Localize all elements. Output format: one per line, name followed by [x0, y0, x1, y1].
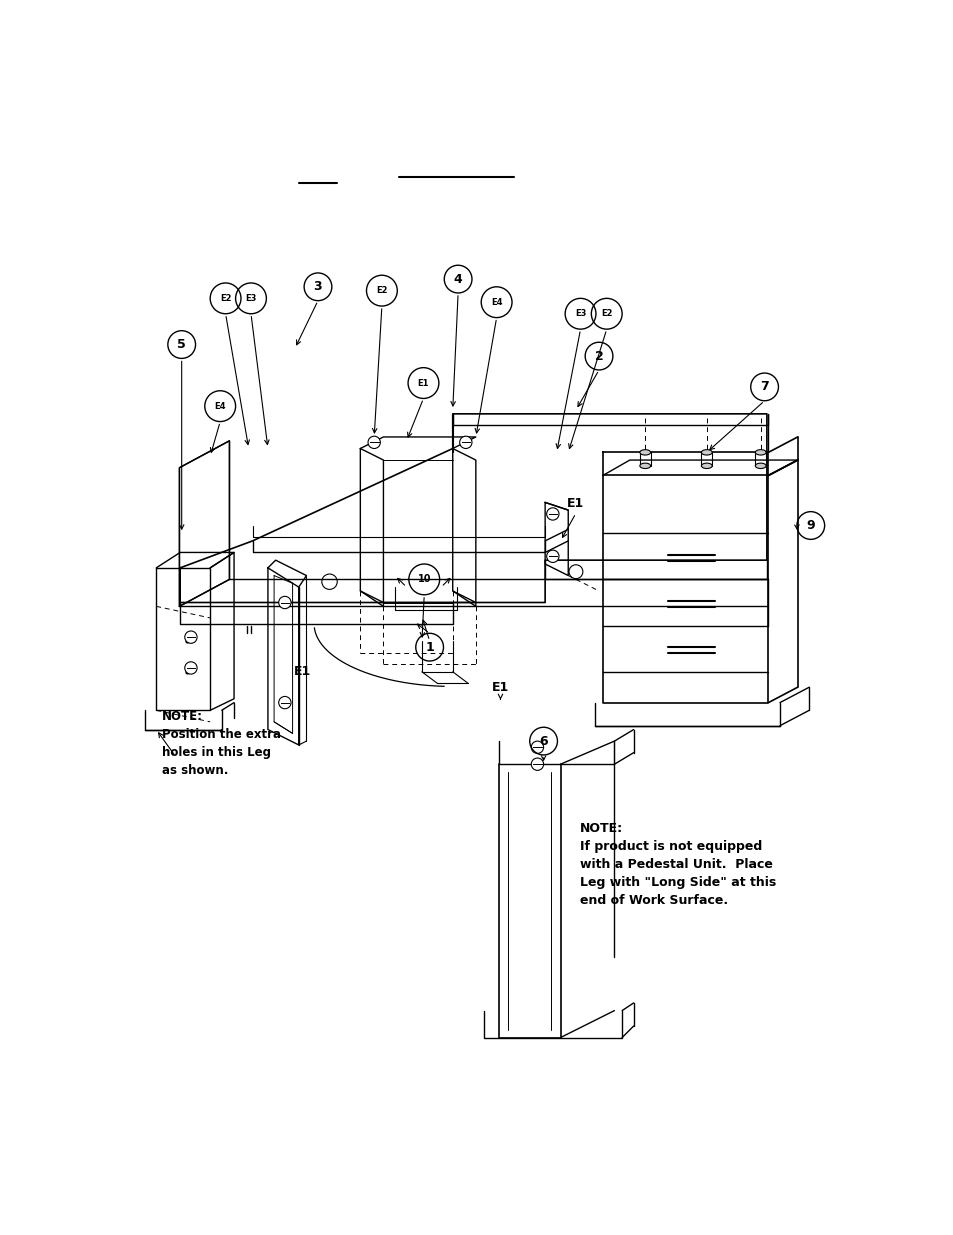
Text: 4: 4: [454, 273, 462, 285]
Text: E1: E1: [567, 498, 584, 510]
Text: NOTE:
If product is not equipped
with a Pedestal Unit.  Place
Leg with "Long Sid: NOTE: If product is not equipped with a …: [579, 823, 775, 906]
Ellipse shape: [755, 450, 765, 454]
Text: 5: 5: [177, 338, 186, 351]
Text: E3: E3: [575, 309, 586, 319]
Text: 6: 6: [538, 735, 547, 747]
Text: 3: 3: [314, 280, 322, 293]
Text: E3: E3: [245, 294, 256, 303]
Text: 2: 2: [594, 350, 603, 363]
Text: 1: 1: [425, 641, 434, 653]
Ellipse shape: [700, 463, 712, 468]
Circle shape: [368, 436, 380, 448]
Text: E1: E1: [492, 680, 509, 694]
Text: E4: E4: [491, 298, 502, 306]
Circle shape: [531, 758, 543, 771]
Text: E2: E2: [219, 294, 231, 303]
Text: 7: 7: [760, 380, 768, 394]
Ellipse shape: [700, 450, 712, 454]
Text: 9: 9: [805, 519, 814, 532]
Circle shape: [185, 662, 197, 674]
Text: E2: E2: [600, 309, 612, 319]
Ellipse shape: [639, 463, 650, 468]
Text: E2: E2: [375, 287, 387, 295]
Circle shape: [546, 550, 558, 562]
Text: 10: 10: [417, 574, 431, 584]
Circle shape: [185, 631, 197, 643]
Text: E4: E4: [214, 401, 226, 411]
Ellipse shape: [755, 463, 765, 468]
Circle shape: [459, 436, 472, 448]
Circle shape: [278, 597, 291, 609]
Text: E1: E1: [417, 379, 429, 388]
Circle shape: [531, 741, 543, 753]
Circle shape: [278, 697, 291, 709]
Text: E1: E1: [294, 666, 311, 678]
Circle shape: [546, 508, 558, 520]
Text: NOTE:
Position the extra
holes in this Leg
as shown.: NOTE: Position the extra holes in this L…: [161, 710, 280, 777]
Ellipse shape: [639, 450, 650, 454]
